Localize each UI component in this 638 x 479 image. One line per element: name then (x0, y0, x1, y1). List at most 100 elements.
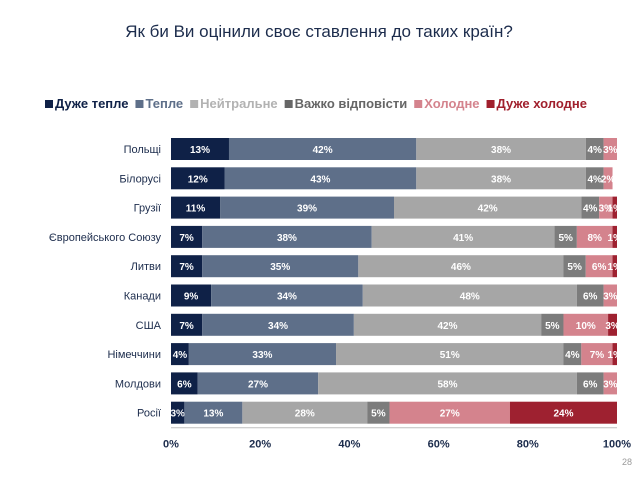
data-label-7-0: 4% (173, 350, 188, 361)
data-label-6-5: 3% (605, 321, 620, 332)
legend-label-5: Дуже холодне (497, 96, 587, 111)
bar-segment-4-3 (563, 255, 586, 278)
legend-label-4: Холодне (424, 96, 479, 111)
legend-label-1: Тепле (145, 96, 183, 111)
bar-segment-4-0 (171, 255, 203, 278)
data-label-9-2: 28% (295, 409, 315, 420)
bar-segment-9-0 (171, 401, 185, 424)
category-label-4: Литви (131, 261, 161, 273)
legend-label-3: Важко відповісти (295, 96, 408, 111)
data-label-4-0: 7% (179, 262, 194, 273)
category-label-1: Білорусі (119, 173, 161, 185)
data-label-0-1: 42% (313, 145, 333, 156)
bar-segment-8-0 (171, 372, 198, 395)
bar-segment-1-1 (224, 167, 417, 190)
bar-segment-3-0 (171, 225, 203, 248)
data-label-3-4: 8% (587, 233, 602, 244)
data-label-3-2: 41% (453, 233, 473, 244)
bar-segment-3-5 (612, 225, 617, 248)
bar-segment-9-2 (242, 401, 368, 424)
bar-segment-3-3 (554, 225, 577, 248)
data-label-6-4: 10% (576, 321, 596, 332)
data-label-1-3: 4% (587, 174, 602, 185)
legend-swatch-0 (45, 100, 53, 108)
legend-swatch-5 (486, 100, 495, 108)
bar-segment-9-4 (389, 401, 510, 424)
bar-segment-2-2 (394, 196, 582, 219)
category-label-2: Грузії (134, 203, 161, 215)
bar-segment-7-2 (336, 343, 564, 366)
bar-segment-6-2 (353, 313, 542, 336)
data-label-4-5: 1% (608, 262, 623, 273)
bar-segment-0-0 (171, 138, 229, 160)
legend-swatch-2 (190, 100, 199, 108)
bar-segment-5-1 (211, 284, 363, 307)
data-label-7-3: 4% (565, 350, 580, 361)
legend-label-0: Дуже тепле (55, 96, 128, 111)
category-label-6: США (136, 320, 162, 332)
x-tick-label-0: 0% (163, 439, 179, 451)
data-label-9-0: 3% (170, 409, 185, 420)
data-label-3-0: 7% (179, 233, 194, 244)
bar-segment-4-2 (358, 255, 564, 278)
data-label-1-4: 2% (601, 174, 616, 185)
data-label-0-2: 38% (491, 145, 511, 156)
data-label-2-4: 3% (599, 204, 614, 215)
data-label-4-3: 5% (567, 262, 582, 273)
category-label-3: Європейського Союзу (49, 232, 162, 244)
category-label-5: Канади (124, 291, 161, 303)
x-tick-label-5: 100% (603, 439, 631, 451)
data-label-1-2: 38% (491, 174, 511, 185)
page-number: 28 (621, 457, 632, 467)
data-label-3-5: 1% (608, 233, 623, 244)
bar-segment-2-3 (581, 196, 600, 219)
data-label-5-4: 3% (603, 292, 618, 303)
bar-segment-5-2 (362, 284, 577, 307)
bar-segment-6-5 (608, 313, 617, 336)
bar-segment-7-1 (188, 343, 337, 366)
bar-segment-6-3 (541, 313, 564, 336)
bar-segment-2-0 (171, 196, 221, 219)
category-label-7: Німеччини (107, 349, 161, 361)
bar-segment-2-1 (220, 196, 394, 219)
data-label-6-0: 7% (179, 321, 194, 332)
x-tick-label-4: 80% (517, 439, 539, 451)
legend-label-2: Нейтральне (200, 96, 277, 111)
bar-segment-6-1 (202, 313, 354, 336)
data-label-2-1: 39% (297, 204, 317, 215)
category-label-0: Польщі (124, 144, 161, 156)
bar-segment-7-3 (563, 343, 582, 366)
bar-segment-6-0 (171, 313, 203, 336)
data-label-9-3: 5% (371, 409, 386, 420)
data-label-5-1: 34% (277, 292, 297, 303)
bar-segment-4-4 (585, 255, 613, 278)
data-label-4-1: 35% (270, 262, 290, 273)
bar-segment-1-0 (171, 167, 225, 190)
data-label-5-2: 48% (460, 292, 480, 303)
bar-segment-9-1 (184, 401, 243, 424)
data-label-2-3: 4% (583, 204, 598, 215)
bar-segment-5-0 (171, 284, 212, 307)
bar-segment-8-1 (197, 372, 319, 395)
bar-segment-1-3 (585, 167, 604, 190)
data-label-8-4: 3% (603, 379, 618, 390)
data-label-0-4: 3% (603, 145, 618, 156)
data-label-1-1: 43% (310, 174, 330, 185)
x-tick-label-3: 60% (428, 439, 450, 451)
data-label-8-1: 27% (248, 379, 268, 390)
bar-segment-0-3 (585, 138, 604, 160)
bar-segment-8-2 (318, 372, 577, 395)
data-label-1-0: 12% (188, 174, 208, 185)
data-label-5-0: 9% (184, 292, 199, 303)
bar-segment-3-4 (576, 225, 613, 248)
x-tick-label-2: 40% (338, 439, 360, 451)
bar-segment-1-4 (603, 167, 613, 190)
data-label-0-3: 4% (587, 145, 602, 156)
data-label-6-2: 42% (438, 321, 458, 332)
data-label-7-1: 33% (252, 350, 272, 361)
bar-segment-5-3 (576, 284, 604, 307)
data-label-6-1: 34% (268, 321, 288, 332)
bar-segment-9-3 (367, 401, 390, 424)
